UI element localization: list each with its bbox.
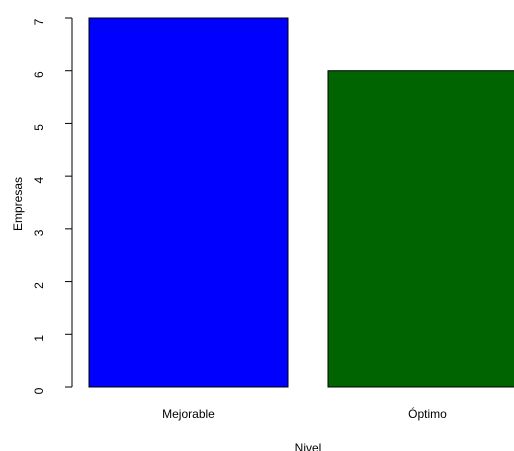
y-tick-label: 2 bbox=[32, 282, 46, 289]
x-tick-label: Óptimo bbox=[408, 406, 447, 421]
y-tick-label: 0 bbox=[32, 387, 46, 394]
x-axis-label: Nivel bbox=[295, 441, 322, 451]
y-tick-label: 5 bbox=[32, 124, 46, 131]
y-axis-label: Empresas bbox=[11, 177, 25, 231]
x-tick-labels: Mejorable Óptimo bbox=[162, 406, 447, 421]
y-tick-label: 7 bbox=[32, 18, 46, 25]
y-tick-label: 6 bbox=[32, 71, 46, 78]
y-axis: 0 1 2 3 4 5 6 7 bbox=[32, 17, 73, 394]
y-tick-label: 1 bbox=[32, 335, 46, 342]
bars bbox=[88, 17, 514, 388]
x-tick-label: Mejorable bbox=[162, 407, 215, 421]
y-tick-label: 3 bbox=[32, 229, 46, 236]
y-tick-label: 4 bbox=[32, 176, 46, 183]
bar-1 bbox=[88, 17, 289, 388]
bar-2 bbox=[327, 70, 514, 388]
